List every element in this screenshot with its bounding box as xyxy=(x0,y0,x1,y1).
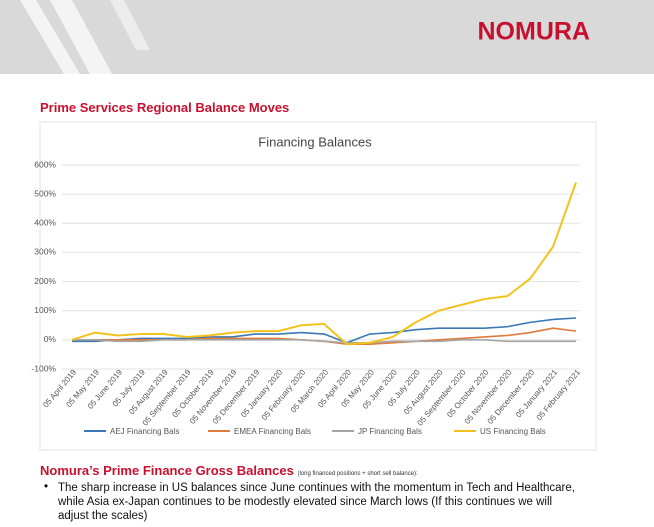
y-tick-label: 300% xyxy=(34,247,56,257)
stripe xyxy=(110,0,150,50)
legend-label: EMEA Financing Bals xyxy=(234,427,311,436)
bullet-text: The sharp increase in US balances since … xyxy=(58,482,575,522)
y-tick-label: 200% xyxy=(34,276,56,286)
y-tick-label: 0% xyxy=(44,334,57,344)
chart-title: Financing Balances xyxy=(258,134,372,149)
legend-label: US Financing Bals xyxy=(480,427,546,436)
stripe xyxy=(50,0,112,74)
chart: Financing Balances -100% 0% 100% 200% 300% 400… xyxy=(31,121,597,451)
section-title: Nomura’s Prime Finance Gross Balances (l… xyxy=(40,463,418,478)
logo: NOMURA xyxy=(478,18,591,46)
series-line xyxy=(71,182,577,346)
series-line xyxy=(72,339,576,344)
y-tick-label: -100% xyxy=(31,363,56,373)
legend-label: AEJ Financing Bals xyxy=(110,427,179,436)
series-line xyxy=(72,317,577,344)
header: NOMURA xyxy=(0,0,654,74)
y-tick-label: 600% xyxy=(34,159,56,169)
y-tick-label: 500% xyxy=(34,188,56,198)
header-band xyxy=(0,0,654,74)
section-note: (long financed positions + short sell ba… xyxy=(297,471,418,477)
stripe xyxy=(20,0,80,74)
y-tick-label: 400% xyxy=(34,218,56,228)
heading: Prime Services Regional Balance Moves xyxy=(40,100,290,115)
bullet-dot: • xyxy=(44,481,49,493)
section-title-text: Nomura’s Prime Finance Gross Balances xyxy=(40,463,294,478)
y-tick-label: 100% xyxy=(34,305,56,315)
chart-frame xyxy=(39,121,597,451)
legend-label: JP Financing Bals xyxy=(358,427,422,436)
